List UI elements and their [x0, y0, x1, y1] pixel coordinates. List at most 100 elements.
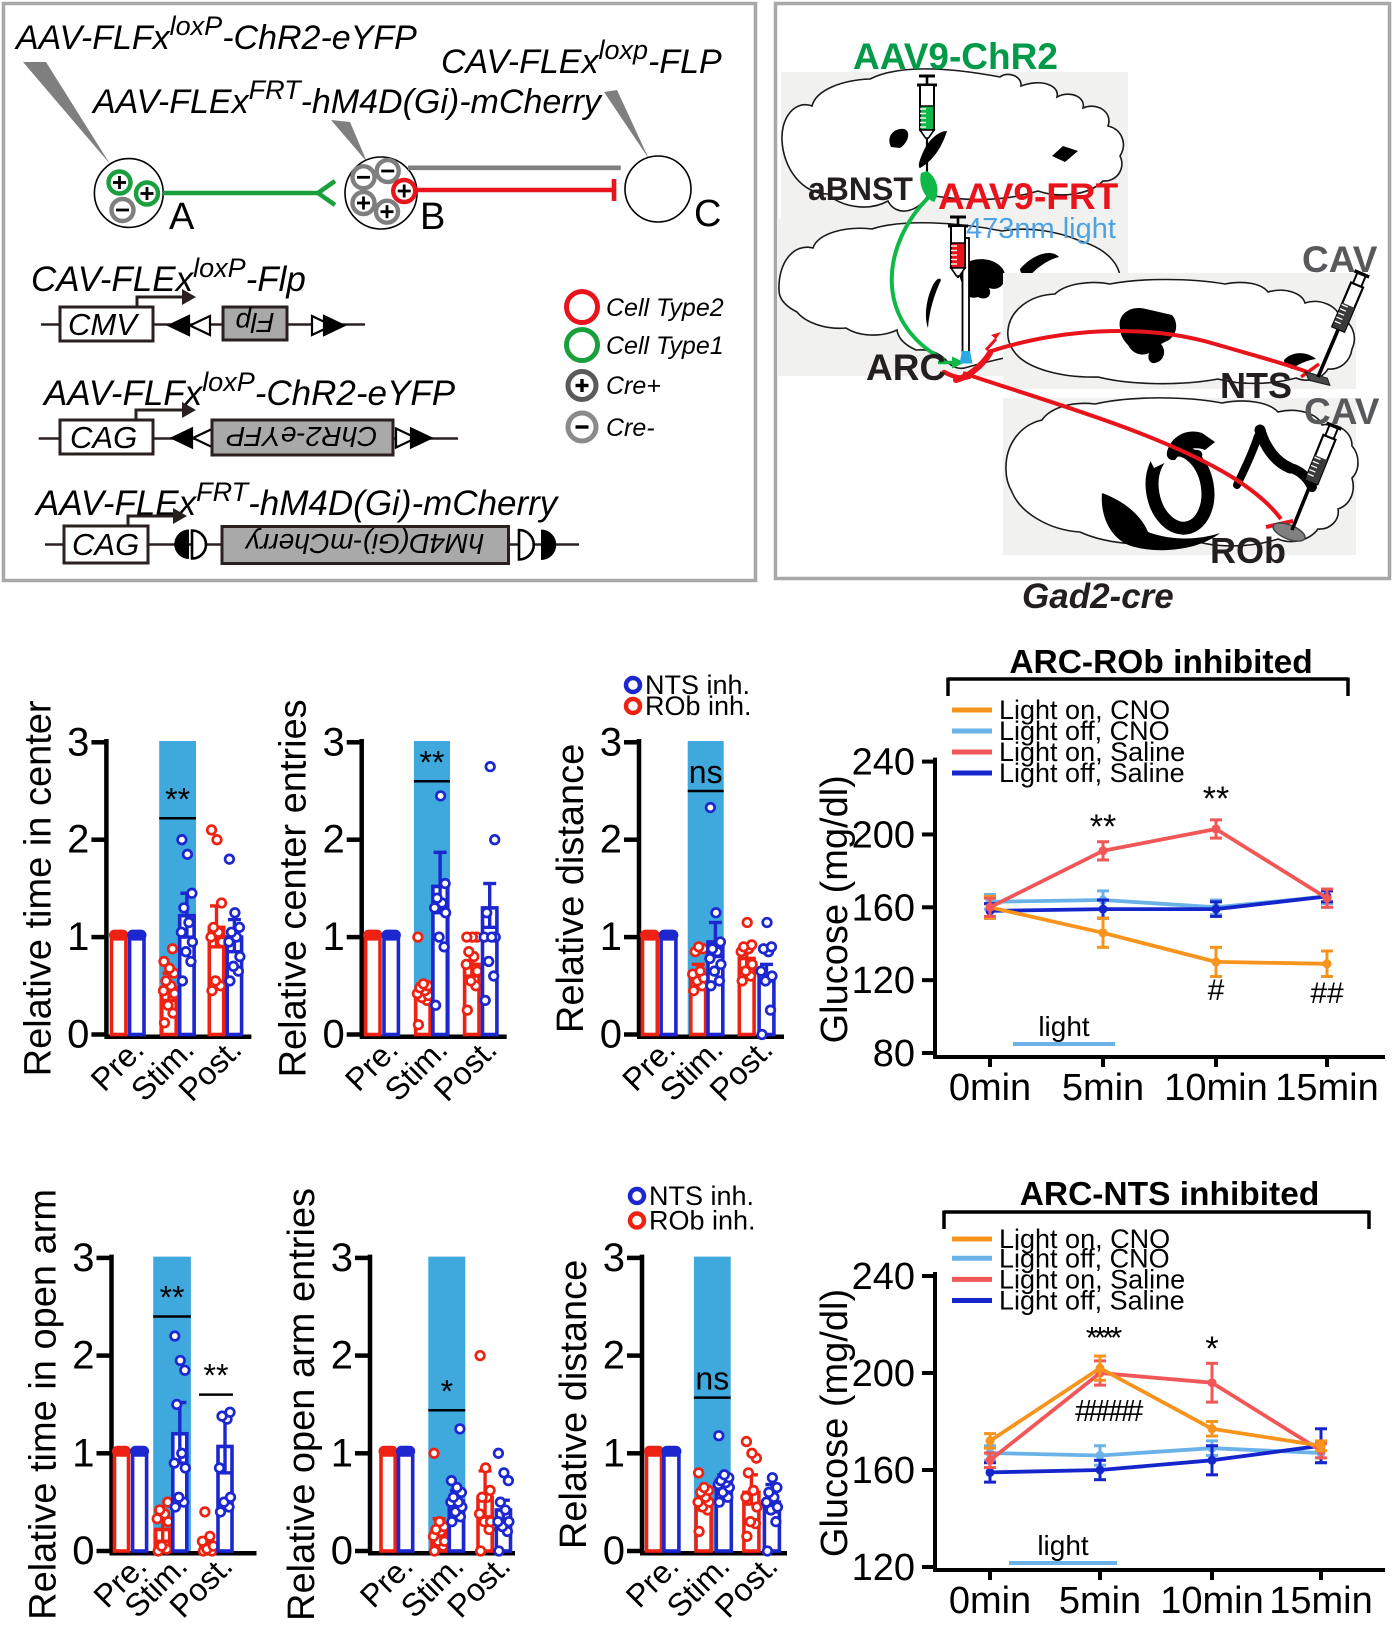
- svg-text:****: ****: [1086, 1320, 1122, 1355]
- svg-text:120: 120: [852, 960, 915, 1002]
- svg-text:Relative distance: Relative distance: [550, 744, 592, 1033]
- svg-text:Light on, Saline: Light on, Saline: [999, 1264, 1185, 1294]
- svg-text:Relative open arm entries: Relative open arm entries: [281, 1188, 323, 1621]
- svg-text:ROb inh.: ROb inh.: [649, 1206, 756, 1236]
- svg-text:240: 240: [852, 1256, 915, 1298]
- svg-text:aBNST: aBNST: [808, 171, 913, 207]
- svg-text:80: 80: [873, 1033, 915, 1075]
- svg-text:light: light: [1038, 1011, 1090, 1042]
- svg-text:ns: ns: [689, 754, 723, 790]
- svg-text:Relative time in open arm: Relative time in open arm: [23, 1189, 65, 1620]
- svg-text:1: 1: [72, 1431, 94, 1475]
- svg-text:3: 3: [600, 720, 622, 764]
- svg-text:**: **: [204, 1358, 229, 1394]
- svg-text:1: 1: [331, 1431, 353, 1475]
- svg-text:*: *: [441, 1373, 453, 1409]
- svg-text:0: 0: [331, 1529, 353, 1573]
- svg-text:CAV-FLExloxP-Flp: CAV-FLExloxP-Flp: [31, 253, 306, 299]
- svg-text:AAV-FLFxloxP-ChR2-eYFP: AAV-FLFxloxP-ChR2-eYFP: [14, 11, 417, 57]
- svg-text:1: 1: [67, 915, 89, 959]
- svg-text:CAG: CAG: [72, 527, 139, 562]
- svg-text:Cell Type1: Cell Type1: [606, 332, 724, 360]
- svg-text:Relative time in center: Relative time in center: [17, 700, 59, 1076]
- svg-text:15min: 15min: [1275, 1067, 1379, 1109]
- svg-text:**: **: [419, 744, 444, 780]
- svg-text:0: 0: [67, 1013, 89, 1057]
- svg-text:Light off, CNO: Light off, CNO: [999, 1243, 1170, 1273]
- svg-text:ARC: ARC: [866, 347, 946, 388]
- svg-text:#####: #####: [1075, 1393, 1144, 1428]
- svg-text:Light off, Saline: Light off, Saline: [999, 758, 1185, 788]
- svg-text:3: 3: [322, 720, 344, 764]
- svg-text:Light off, Saline: Light off, Saline: [999, 1286, 1185, 1316]
- svg-text:0: 0: [322, 1013, 344, 1057]
- svg-text:Light on, CNO: Light on, CNO: [999, 1224, 1170, 1254]
- svg-text:Flp: Flp: [236, 307, 275, 338]
- svg-text:##: ##: [1310, 977, 1344, 1010]
- svg-text:ROb inh.: ROb inh.: [645, 691, 752, 721]
- svg-text:hM4D(Gi)-mCherry: hM4D(Gi)-mCherry: [244, 528, 484, 559]
- svg-text:CAV-FLExloxp-FLP: CAV-FLExloxp-FLP: [441, 35, 722, 81]
- svg-text:AAV-FLExFRT-hM4D(Gi)-mCherry: AAV-FLExFRT-hM4D(Gi)-mCherry: [91, 75, 603, 121]
- svg-text:CAG: CAG: [70, 420, 137, 455]
- svg-text:Cell Type2: Cell Type2: [606, 294, 724, 322]
- svg-text:0: 0: [603, 1529, 625, 1573]
- svg-text:5min: 5min: [1059, 1580, 1141, 1622]
- svg-text:Relative center entries: Relative center entries: [273, 699, 315, 1077]
- svg-text:2: 2: [72, 1334, 94, 1378]
- svg-text:Gad2-cre: Gad2-cre: [1022, 577, 1174, 616]
- svg-text:#: #: [1208, 974, 1225, 1007]
- svg-text:Light on, Saline: Light on, Saline: [999, 737, 1185, 767]
- svg-text:Cre+: Cre+: [606, 372, 661, 400]
- svg-text:0min: 0min: [949, 1067, 1031, 1109]
- svg-text:Cre-: Cre-: [606, 414, 655, 442]
- svg-text:AAV-FLFxloxP-ChR2-eYFP: AAV-FLFxloxP-ChR2-eYFP: [42, 367, 456, 413]
- svg-text:**: **: [160, 1280, 185, 1316]
- svg-text:3: 3: [331, 1236, 353, 1280]
- svg-text:CAV: CAV: [1304, 391, 1380, 432]
- svg-text:1: 1: [322, 915, 344, 959]
- svg-text:Glucose (mg/dl): Glucose (mg/dl): [814, 775, 856, 1043]
- svg-text:ChR2-eYFP: ChR2-eYFP: [226, 421, 377, 452]
- svg-text:200: 200: [852, 814, 915, 856]
- svg-text:2: 2: [603, 1334, 625, 1378]
- svg-text:1: 1: [600, 915, 622, 959]
- svg-text:2: 2: [322, 818, 344, 862]
- svg-text:1: 1: [603, 1431, 625, 1475]
- svg-text:CMV: CMV: [68, 307, 140, 342]
- svg-text:Glucose (mg/dl): Glucose (mg/dl): [814, 1289, 856, 1557]
- svg-text:Relative distance: Relative distance: [553, 1260, 595, 1549]
- svg-text:0min: 0min: [949, 1580, 1031, 1622]
- svg-text:light: light: [1037, 1530, 1089, 1561]
- svg-text:473nm light: 473nm light: [966, 213, 1116, 245]
- svg-text:NTS: NTS: [1220, 365, 1292, 406]
- svg-text:3: 3: [603, 1236, 625, 1280]
- svg-text:C: C: [694, 193, 721, 235]
- svg-text:AAV-FLExFRT-hM4D(Gi)-mCherry: AAV-FLExFRT-hM4D(Gi)-mCherry: [34, 477, 560, 523]
- svg-text:AAV9-FRT: AAV9-FRT: [938, 176, 1119, 217]
- svg-text:A: A: [169, 196, 195, 238]
- svg-text:AAV9-ChR2: AAV9-ChR2: [853, 36, 1058, 77]
- svg-text:15min: 15min: [1269, 1580, 1373, 1622]
- svg-text:2: 2: [600, 818, 622, 862]
- svg-text:ARC-ROb inhibited: ARC-ROb inhibited: [1009, 644, 1312, 681]
- svg-text:**: **: [1090, 808, 1116, 846]
- svg-text:ns: ns: [695, 1361, 729, 1397]
- svg-text:160: 160: [852, 887, 915, 929]
- svg-text:160: 160: [852, 1450, 915, 1492]
- svg-text:200: 200: [852, 1353, 915, 1395]
- svg-text:120: 120: [852, 1547, 915, 1589]
- svg-text:ARC-NTS inhibited: ARC-NTS inhibited: [1020, 1176, 1320, 1213]
- svg-text:ROb: ROb: [1210, 530, 1286, 571]
- svg-text:2: 2: [67, 818, 89, 862]
- svg-text:*: *: [1205, 1330, 1218, 1368]
- svg-text:**: **: [1203, 780, 1229, 818]
- svg-text:0: 0: [600, 1013, 622, 1057]
- svg-text:**: **: [165, 781, 190, 817]
- svg-text:2: 2: [331, 1334, 353, 1378]
- svg-text:B: B: [420, 196, 445, 238]
- svg-text:NTS inh.: NTS inh.: [645, 670, 750, 700]
- svg-text:5min: 5min: [1062, 1067, 1144, 1109]
- svg-text:240: 240: [852, 742, 915, 784]
- svg-text:NTS inh.: NTS inh.: [649, 1181, 754, 1211]
